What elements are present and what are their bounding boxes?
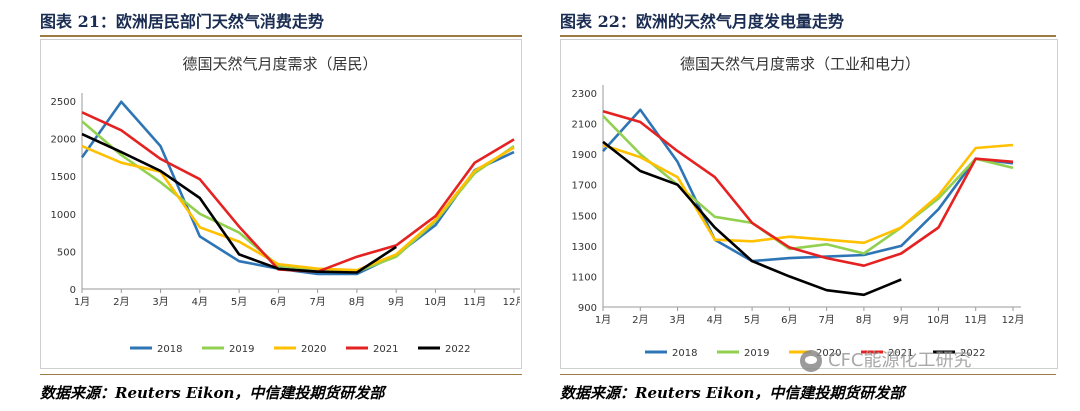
legend-label-2021: 2021	[373, 344, 398, 355]
series-line-2018	[80, 100, 515, 276]
x-tick-label: 7月	[818, 314, 834, 326]
series-line-2022	[81, 132, 397, 274]
x-tick-label: 10月	[424, 296, 447, 308]
watermark: CFC能源化工研究	[800, 346, 972, 372]
source-note-right: 数据来源：Reuters Eikon，中信建投期货研发部	[560, 384, 905, 402]
chart-frame-industry	[560, 39, 1058, 369]
x-tick-label: 1月	[74, 296, 90, 308]
legend-label-2022: 2022	[960, 348, 985, 359]
x-tick-label: 5月	[231, 296, 247, 308]
legend-label-2021: 2021	[888, 348, 913, 359]
residential-demand-chart: 德国天然气月度需求（居民） 0 500 1000 1500 2000 2500 1月 2月 3月 4…	[51, 55, 520, 355]
y-tick-label: 1500	[572, 211, 597, 222]
top-rule-right	[560, 35, 1056, 37]
legend-label-2019: 2019	[229, 344, 254, 355]
figure-21-title: 图表 21：欧洲居民部门天然气消费走势	[40, 12, 324, 31]
x-tick-label: 6月	[270, 296, 286, 308]
y-tick-label: 2300	[572, 89, 597, 100]
legend-label-2022: 2022	[445, 344, 470, 355]
chart-frame-residential	[40, 39, 522, 369]
x-tick-label: 8月	[856, 314, 872, 326]
y-tick-label: 1500	[51, 172, 76, 183]
y-tick-label: 0	[70, 285, 76, 296]
x-tick-label: 12月	[1002, 314, 1025, 326]
source-note-left: 数据来源：Reuters Eikon，中信建投期货研发部	[40, 384, 385, 402]
x-tick-label: 9月	[893, 314, 909, 326]
watermark-text: CFC能源化工研究	[828, 350, 972, 371]
chart-title: 德国天然气月度需求（工业和电力）	[680, 55, 920, 73]
x-tick-label: 2月	[113, 296, 129, 308]
x-tick-label: 11月	[463, 296, 486, 308]
x-tick-label: 4月	[707, 314, 723, 326]
series-line-2019	[602, 114, 1014, 255]
x-tick-label: 10月	[927, 314, 950, 326]
legend-label-2020: 2020	[301, 344, 326, 355]
series-line-2018	[602, 108, 1014, 263]
x-tick-label: 3月	[152, 296, 168, 308]
y-tick-label: 1900	[572, 150, 597, 161]
x-tick-label: 9月	[388, 296, 404, 308]
chart-title: 德国天然气月度需求（居民）	[182, 55, 377, 73]
top-rule-left	[40, 35, 522, 37]
series-line-2022	[602, 140, 902, 297]
y-tick-label: 2100	[572, 120, 597, 131]
y-tick-label: 500	[57, 247, 76, 258]
x-tick-label: 4月	[192, 296, 208, 308]
bottom-rule-right	[560, 374, 1056, 375]
y-tick-label: 1700	[572, 181, 597, 192]
industry-power-demand-chart: 德国天然气月度需求（工业和电力） 900 1100 1300 1500 1700 1900 2…	[572, 55, 1025, 359]
series-line-2021	[602, 110, 1014, 267]
x-tick-label: 12月	[503, 296, 520, 308]
x-tick-label: 3月	[669, 314, 685, 326]
x-tick-label: 11月	[964, 314, 987, 326]
bottom-rule-left	[40, 374, 522, 375]
x-tick-label: 2月	[632, 314, 648, 326]
series-line-2020	[602, 143, 1014, 245]
y-tick-label: 1000	[51, 210, 76, 221]
y-tick-label: 900	[578, 303, 597, 314]
y-tick-label: 2500	[51, 97, 76, 108]
x-tick-label: 5月	[744, 314, 760, 326]
legend-label-2018: 2018	[157, 344, 182, 355]
y-tick-label: 2000	[51, 135, 76, 146]
x-tick-label: 8月	[349, 296, 365, 308]
x-tick-label: 7月	[309, 296, 325, 308]
y-tick-label: 1300	[572, 242, 597, 253]
x-tick-label: 1月	[595, 314, 611, 326]
series-line-2021	[81, 111, 515, 273]
legend-label-2019: 2019	[744, 348, 769, 359]
figure-22-title: 图表 22：欧洲的天然气月度发电量走势	[560, 12, 844, 31]
wechat-logo-icon	[800, 350, 822, 372]
series-line-2020	[81, 144, 515, 272]
legend-label-2020: 2020	[816, 348, 841, 359]
y-tick-label: 1100	[572, 272, 597, 283]
legend-label-2018: 2018	[672, 348, 697, 359]
x-tick-label: 6月	[781, 314, 797, 326]
